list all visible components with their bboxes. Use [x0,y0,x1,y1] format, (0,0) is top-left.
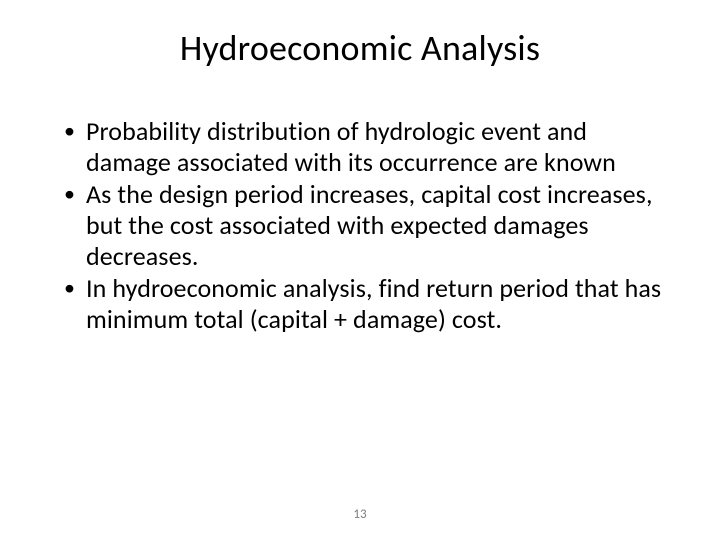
slide-container: Hydroeconomic Analysis Probability distr… [0,0,720,540]
bullet-item: In hydroeconomic analysis, find return p… [64,273,670,334]
page-number: 13 [0,507,720,522]
bullet-item: Probability distribution of hydrologic e… [64,116,670,177]
bullet-list: Probability distribution of hydrologic e… [64,116,670,335]
slide-title: Hydroeconomic Analysis [50,26,670,70]
bullet-item: As the design period increases, capital … [64,179,670,271]
slide-content: Probability distribution of hydrologic e… [50,116,670,335]
